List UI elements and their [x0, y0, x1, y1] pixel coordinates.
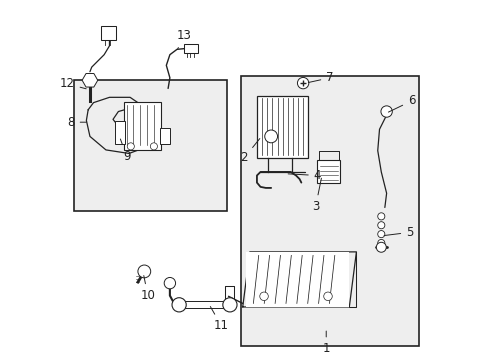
- Circle shape: [377, 239, 384, 247]
- Text: 3: 3: [311, 178, 321, 213]
- Bar: [101, 26, 116, 40]
- Circle shape: [259, 292, 268, 301]
- Circle shape: [380, 106, 391, 117]
- Text: 4: 4: [287, 169, 321, 182]
- Circle shape: [377, 222, 384, 229]
- Text: 1: 1: [322, 331, 329, 355]
- Text: 10: 10: [140, 275, 155, 302]
- Bar: [160, 127, 170, 144]
- Text: 13: 13: [176, 29, 191, 49]
- Circle shape: [150, 143, 157, 150]
- Text: 9: 9: [120, 139, 130, 163]
- Bar: [241, 76, 418, 346]
- Circle shape: [127, 143, 134, 150]
- Circle shape: [138, 265, 150, 278]
- Text: 12: 12: [60, 77, 86, 90]
- Circle shape: [377, 230, 384, 238]
- Text: 11: 11: [210, 306, 228, 332]
- Bar: [246, 252, 348, 307]
- Text: 5: 5: [383, 226, 413, 239]
- Circle shape: [377, 213, 384, 220]
- Text: 6: 6: [387, 94, 415, 112]
- Bar: [317, 159, 340, 183]
- Circle shape: [172, 298, 186, 312]
- Circle shape: [264, 130, 277, 143]
- Circle shape: [164, 278, 175, 289]
- Bar: [74, 80, 226, 211]
- Circle shape: [323, 292, 331, 301]
- Bar: [115, 121, 124, 144]
- Circle shape: [297, 77, 308, 89]
- Bar: [123, 102, 161, 150]
- Text: 8: 8: [67, 116, 86, 129]
- Circle shape: [223, 298, 237, 312]
- Text: 7: 7: [308, 71, 333, 84]
- Bar: [183, 44, 197, 53]
- Circle shape: [376, 242, 386, 252]
- Text: 2: 2: [240, 139, 259, 164]
- Bar: [256, 95, 308, 158]
